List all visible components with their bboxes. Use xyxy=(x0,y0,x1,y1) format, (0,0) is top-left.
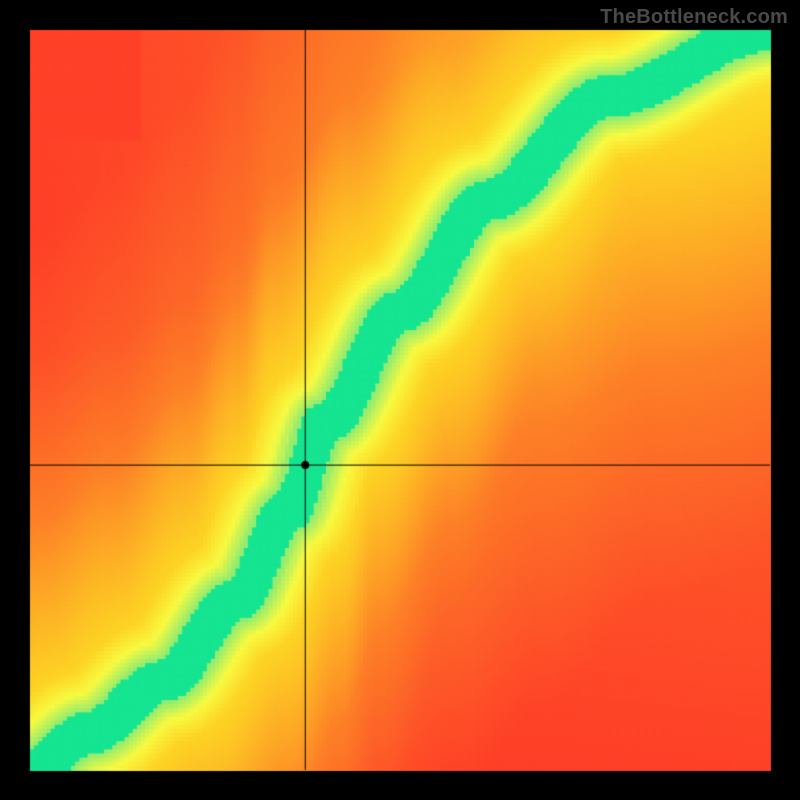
watermark-text: TheBottleneck.com xyxy=(600,6,788,29)
heatmap-canvas xyxy=(0,0,800,800)
chart-container: TheBottleneck.com xyxy=(0,0,800,800)
